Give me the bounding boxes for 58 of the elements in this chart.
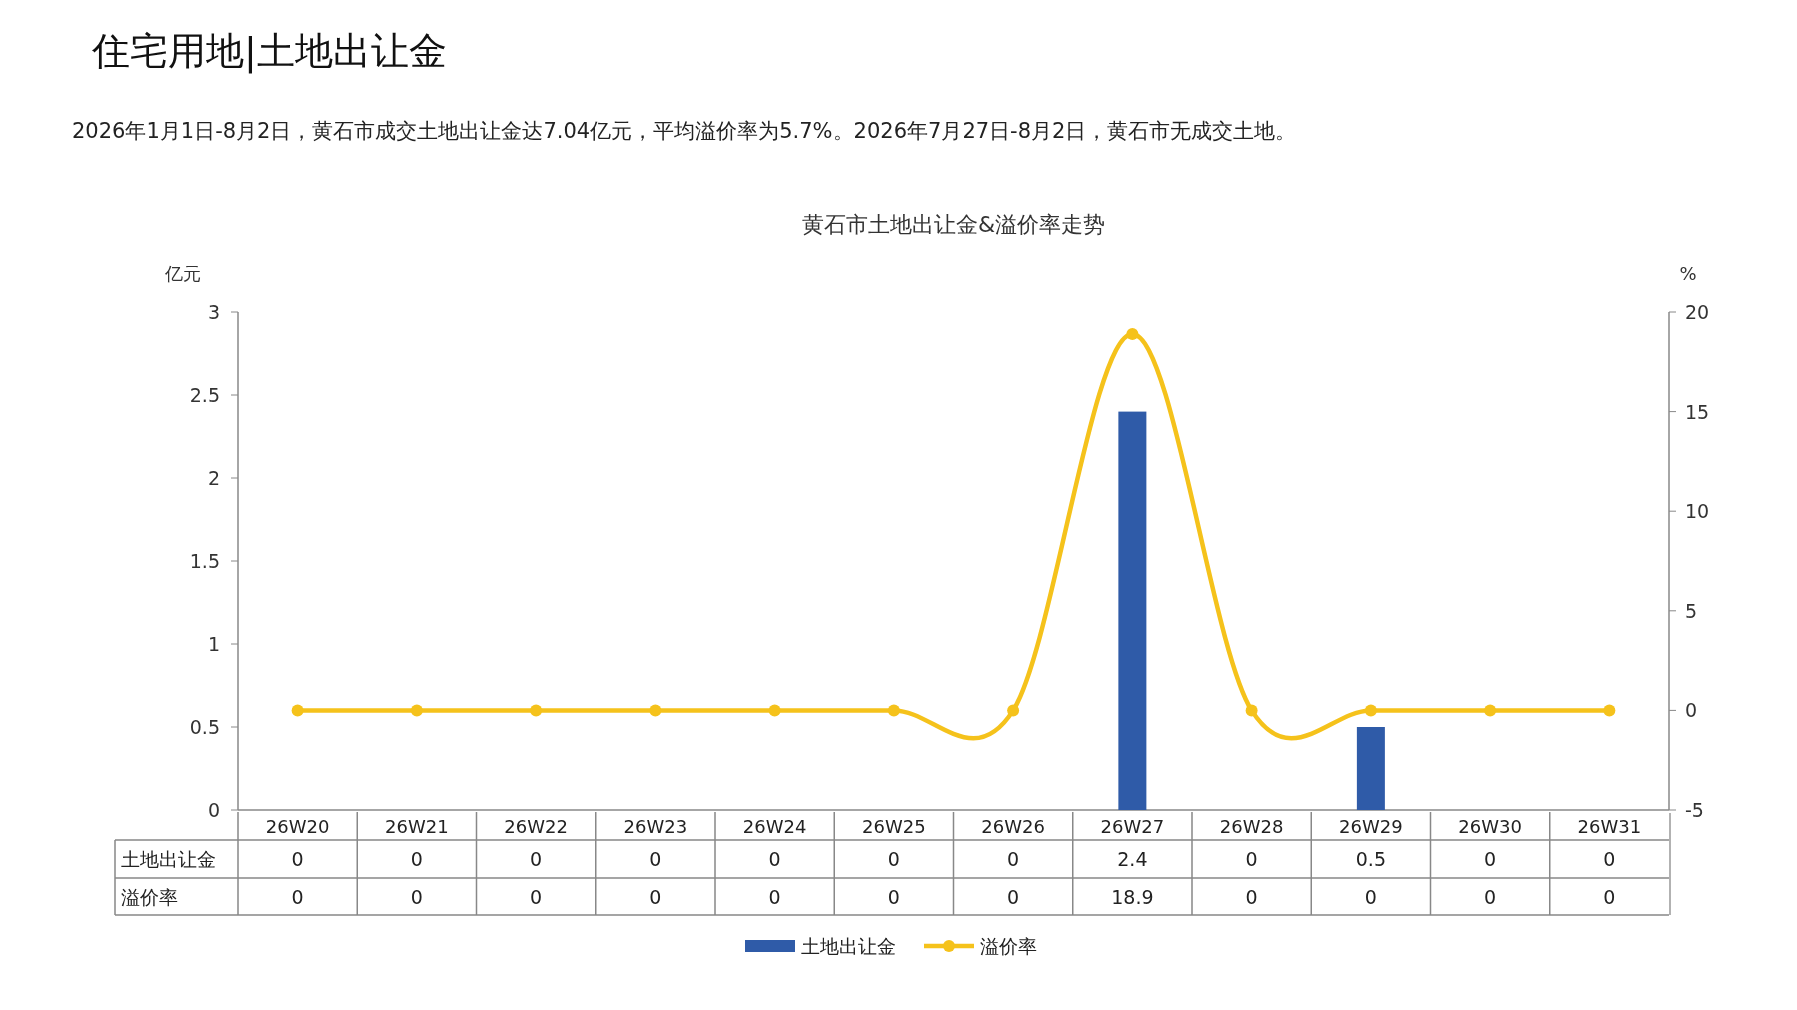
data-label: 0 [768, 885, 781, 908]
x-tick-label: 26W22 [504, 816, 568, 837]
data-label: 0 [1603, 885, 1616, 908]
y2-tick-label: 20 [1685, 301, 1710, 323]
text: 土地出让金 [121, 848, 216, 870]
data-label: 0 [530, 848, 543, 870]
y2-axis-title: % [1679, 263, 1697, 284]
y2-tick-label: 5 [1685, 599, 1698, 622]
data-label: 0 [291, 848, 304, 870]
y2-tick-label: 15 [1685, 400, 1710, 423]
data-label: 0 [1484, 885, 1497, 908]
data-label: 0 [410, 848, 423, 870]
data-label: 0 [291, 885, 304, 908]
text: 溢价率 [121, 885, 178, 908]
data-label: 0 [649, 848, 662, 870]
data-label: 0 [887, 885, 900, 908]
x-tick-label: 26W21 [385, 816, 449, 837]
x-tick-label: 26W20 [265, 816, 330, 837]
data-label: 18.9 [1111, 885, 1154, 908]
data-label: 0 [649, 885, 662, 908]
y-tick-label: 2.5 [189, 384, 220, 406]
text: 2026年1月1日-8月2日，黄石市成交土地出让金达7.04亿元，平均溢价率为5.7%。2026年7月27日-8月2日，黄石市无成交土地。 [72, 119, 1297, 143]
data-label: 0 [1245, 848, 1258, 870]
y2-tick-label: -5 [1685, 799, 1704, 821]
data-label: 0 [1364, 885, 1377, 908]
x-tick-label: 26W23 [623, 816, 688, 837]
y-axis-title: 亿元 [164, 263, 201, 284]
data-label: 0 [1603, 848, 1616, 870]
y-tick-label: 2 [207, 467, 220, 489]
x-tick-label: 26W24 [742, 816, 807, 837]
legend-label: 溢价率 [980, 935, 1037, 957]
data-label: 0 [1484, 848, 1497, 870]
data-label: 0 [410, 885, 423, 908]
x-tick-label: 26W29 [1339, 816, 1403, 837]
x-tick-label: 26W28 [1219, 816, 1284, 837]
y2-tick-label: 10 [1685, 500, 1710, 523]
y-tick-label: 1.5 [189, 550, 220, 572]
data-label: 0 [887, 848, 900, 870]
x-tick-label: 26W27 [1100, 816, 1165, 837]
data-label: 0 [1007, 885, 1020, 908]
legend-label: 土地出让金 [801, 935, 896, 957]
data-label: 2.4 [1117, 848, 1148, 870]
data-label: 0 [1007, 848, 1020, 870]
data-label: 0.5 [1355, 848, 1386, 870]
y-tick-label: 3 [207, 301, 220, 323]
data-label: 0 [1245, 885, 1258, 908]
x-tick-label: 26W25 [862, 816, 926, 837]
data-label: 0 [530, 885, 543, 908]
x-tick-label: 26W26 [981, 816, 1045, 837]
y-tick-label: 1 [207, 633, 220, 655]
x-tick-label: 26W31 [1577, 816, 1642, 837]
chart-title: 黄石市土地出让金&溢价率走势 [801, 212, 1106, 237]
y2-tick-label: 0 [1685, 699, 1698, 722]
y-tick-label: 0.5 [189, 716, 220, 738]
x-tick-label: 26W30 [1458, 816, 1522, 837]
text: 住宅用地|土地出让金 [91, 29, 447, 74]
y-tick-label: 0 [207, 799, 220, 821]
data-label: 0 [768, 848, 781, 870]
